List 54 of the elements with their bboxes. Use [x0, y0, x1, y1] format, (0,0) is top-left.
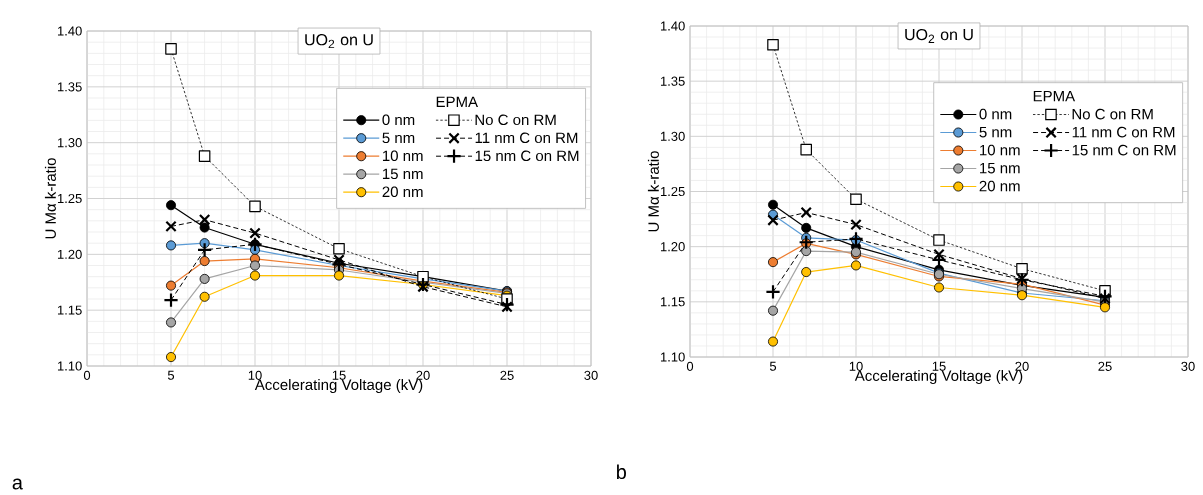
text: b	[617, 464, 626, 480]
y-tick-label: 1.25	[660, 186, 685, 197]
x-tick-label: 15	[932, 361, 946, 371]
y-tick-label: 1.25	[57, 193, 82, 204]
y-tick-label: 1.40	[57, 26, 82, 36]
y-tick-label: 1.20	[57, 249, 82, 259]
legend-label: 0 nm	[979, 108, 1012, 120]
legend-label: 20 nm	[382, 186, 423, 198]
x-tick-label: 5	[167, 370, 175, 380]
legend-title: EPMA	[436, 96, 479, 107]
chart-title: UO$_{2}$ on U	[305, 34, 373, 49]
x-axis-title: Accelerating Voltage (kV)	[854, 370, 1023, 384]
legend-label: 10 nm	[980, 144, 1020, 156]
chart-title: UO$_{2}$ on U	[905, 28, 973, 43]
y-tick-label: 1.15	[660, 297, 685, 307]
legend-title: EPMA	[1033, 90, 1076, 102]
x-tick-label: 0	[686, 361, 694, 371]
legend-label: 5 nm	[382, 132, 415, 144]
y-tick-label: 1.30	[660, 131, 685, 141]
x-tick-label: 10	[248, 370, 262, 380]
x-tick-label: 20	[1015, 361, 1029, 371]
y-axis-title: U Mα k-ratio	[44, 158, 56, 239]
legend-label: No C on RM	[475, 114, 556, 126]
y-axis-title: U Mα k-ratio	[647, 151, 659, 232]
y-tick-label: 1.10	[57, 361, 82, 371]
y-tick-label: 1.40	[660, 21, 685, 31]
x-tick-label: 5	[769, 361, 777, 371]
legend-label: No C on RM	[1072, 108, 1153, 120]
legend-label: 15 nm	[382, 168, 423, 180]
legend-label: 11 nm C on RM	[475, 132, 578, 144]
legend-label: 5 nm	[979, 126, 1012, 138]
y-tick-label: 1.15	[57, 305, 82, 315]
x-tick-label: 30	[584, 370, 598, 380]
x-tick-label: 0	[83, 370, 91, 380]
y-tick-label: 1.35	[57, 82, 82, 92]
x-tick-label: 25	[500, 370, 514, 380]
y-tick-label: 1.30	[57, 138, 82, 148]
y-tick-label: 1.35	[660, 76, 685, 86]
x-tick-label: 15	[332, 370, 346, 380]
text: a	[12, 478, 23, 490]
x-axis-title: Accelerating Voltage (kV)	[254, 379, 423, 393]
legend-label: 15 nm C on RM	[1072, 144, 1176, 156]
legend-label: 20 nm	[979, 180, 1020, 192]
x-tick-label: 30	[1181, 361, 1195, 371]
y-tick-label: 1.20	[660, 242, 685, 252]
y-tick-label: 1.10	[660, 352, 685, 362]
legend-label: 15 nm C on RM	[475, 150, 579, 162]
x-tick-label: 25	[1098, 361, 1112, 371]
x-tick-label: 10	[849, 361, 863, 371]
legend-label: 10 nm	[382, 150, 423, 162]
legend-label: 15 nm	[980, 162, 1020, 174]
x-tick-label: 20	[416, 370, 430, 380]
legend-label: 0 nm	[382, 114, 415, 126]
legend-label: 11 nm C on RM	[1072, 126, 1175, 138]
